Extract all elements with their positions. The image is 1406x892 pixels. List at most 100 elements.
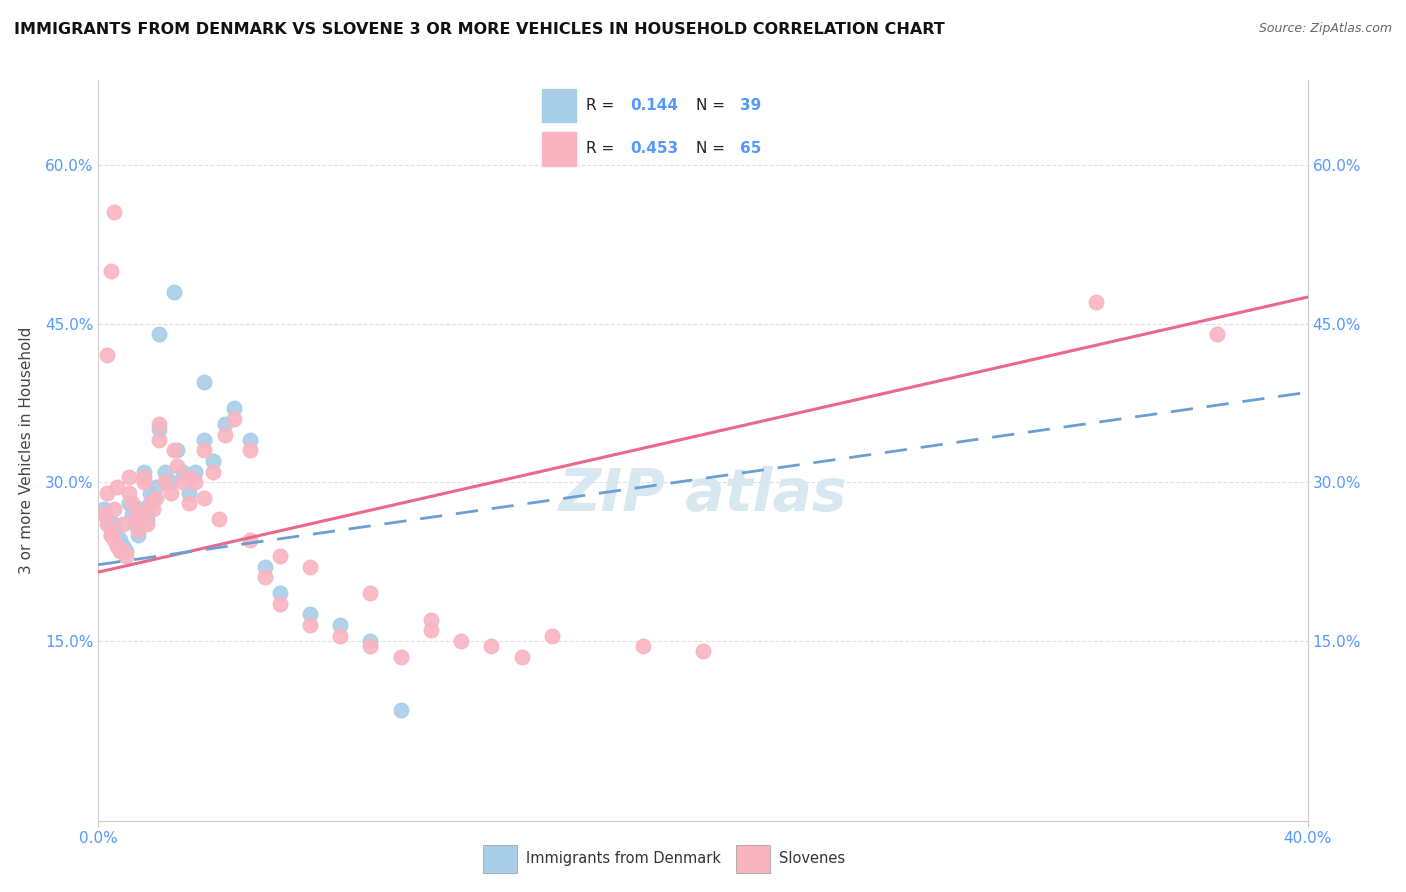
Point — [202, 454, 225, 468]
Point — [208, 512, 231, 526]
Point — [269, 586, 291, 600]
Point — [179, 470, 201, 484]
Point — [193, 443, 215, 458]
Point — [111, 544, 134, 558]
Bar — [737, 845, 770, 872]
Point — [111, 517, 134, 532]
Point — [114, 549, 136, 564]
Point — [1085, 295, 1108, 310]
Point — [269, 549, 291, 564]
Point — [214, 427, 236, 442]
Point — [142, 501, 165, 516]
Point — [127, 523, 149, 537]
Point — [184, 475, 207, 490]
Text: Slovenes: Slovenes — [779, 851, 845, 866]
Point — [118, 485, 141, 500]
Point — [172, 475, 194, 490]
Point — [329, 628, 352, 642]
Point — [420, 613, 443, 627]
Point — [163, 443, 186, 458]
Point — [96, 512, 118, 526]
Point — [239, 433, 262, 447]
Point — [692, 644, 714, 658]
Point — [153, 465, 176, 479]
Point — [540, 628, 562, 642]
Point — [163, 285, 186, 299]
Point — [360, 586, 382, 600]
Point — [299, 618, 322, 632]
Point — [179, 485, 201, 500]
Point — [105, 539, 128, 553]
Point — [118, 496, 141, 510]
Point — [135, 517, 157, 532]
Point — [202, 465, 225, 479]
Point — [450, 633, 472, 648]
Point — [214, 417, 236, 431]
Point — [105, 528, 128, 542]
Point — [145, 491, 167, 505]
Point — [1206, 327, 1229, 342]
Point — [389, 649, 412, 664]
Point — [121, 507, 143, 521]
Point — [108, 533, 131, 548]
Bar — [484, 845, 516, 872]
Text: Source: ZipAtlas.com: Source: ZipAtlas.com — [1258, 22, 1392, 36]
Text: 65: 65 — [740, 141, 761, 156]
Point — [100, 528, 122, 542]
Point — [360, 639, 382, 653]
Point — [96, 348, 118, 362]
Point — [103, 501, 125, 516]
Point — [224, 401, 246, 416]
Point — [172, 465, 194, 479]
Point — [100, 263, 122, 277]
Y-axis label: 3 or more Vehicles in Household: 3 or more Vehicles in Household — [18, 326, 34, 574]
Text: 39: 39 — [740, 98, 761, 113]
Point — [132, 470, 155, 484]
Text: R =: R = — [586, 141, 620, 156]
Point — [481, 639, 503, 653]
Point — [153, 475, 176, 490]
Point — [179, 496, 201, 510]
Point — [389, 703, 412, 717]
Point — [239, 533, 262, 548]
Text: Immigrants from Denmark: Immigrants from Denmark — [526, 851, 721, 866]
Point — [103, 205, 125, 219]
Point — [93, 501, 115, 516]
Point — [132, 465, 155, 479]
Point — [160, 475, 183, 490]
Point — [108, 544, 131, 558]
Text: N =: N = — [696, 98, 730, 113]
Point — [96, 485, 118, 500]
Point — [148, 433, 170, 447]
Point — [129, 501, 152, 516]
Point — [129, 507, 152, 521]
Point — [253, 570, 276, 584]
Text: IMMIGRANTS FROM DENMARK VS SLOVENE 3 OR MORE VEHICLES IN HOUSEHOLD CORRELATION C: IMMIGRANTS FROM DENMARK VS SLOVENE 3 OR … — [14, 22, 945, 37]
Point — [135, 512, 157, 526]
Point — [103, 533, 125, 548]
Point — [360, 633, 382, 648]
Point — [139, 485, 162, 500]
Point — [93, 507, 115, 521]
Point — [124, 512, 146, 526]
Point — [420, 624, 443, 638]
Point — [166, 459, 188, 474]
Point — [145, 481, 167, 495]
Point — [124, 517, 146, 532]
Text: N =: N = — [696, 141, 730, 156]
Point — [329, 618, 352, 632]
Text: 0.144: 0.144 — [630, 98, 679, 113]
Point — [631, 639, 654, 653]
Point — [299, 607, 322, 622]
Point — [121, 496, 143, 510]
Text: R =: R = — [586, 98, 620, 113]
Point — [105, 481, 128, 495]
Point — [160, 485, 183, 500]
Point — [148, 417, 170, 431]
Point — [139, 496, 162, 510]
Point — [224, 411, 246, 425]
Point — [239, 443, 262, 458]
Point — [114, 544, 136, 558]
Point — [193, 375, 215, 389]
Point — [96, 517, 118, 532]
